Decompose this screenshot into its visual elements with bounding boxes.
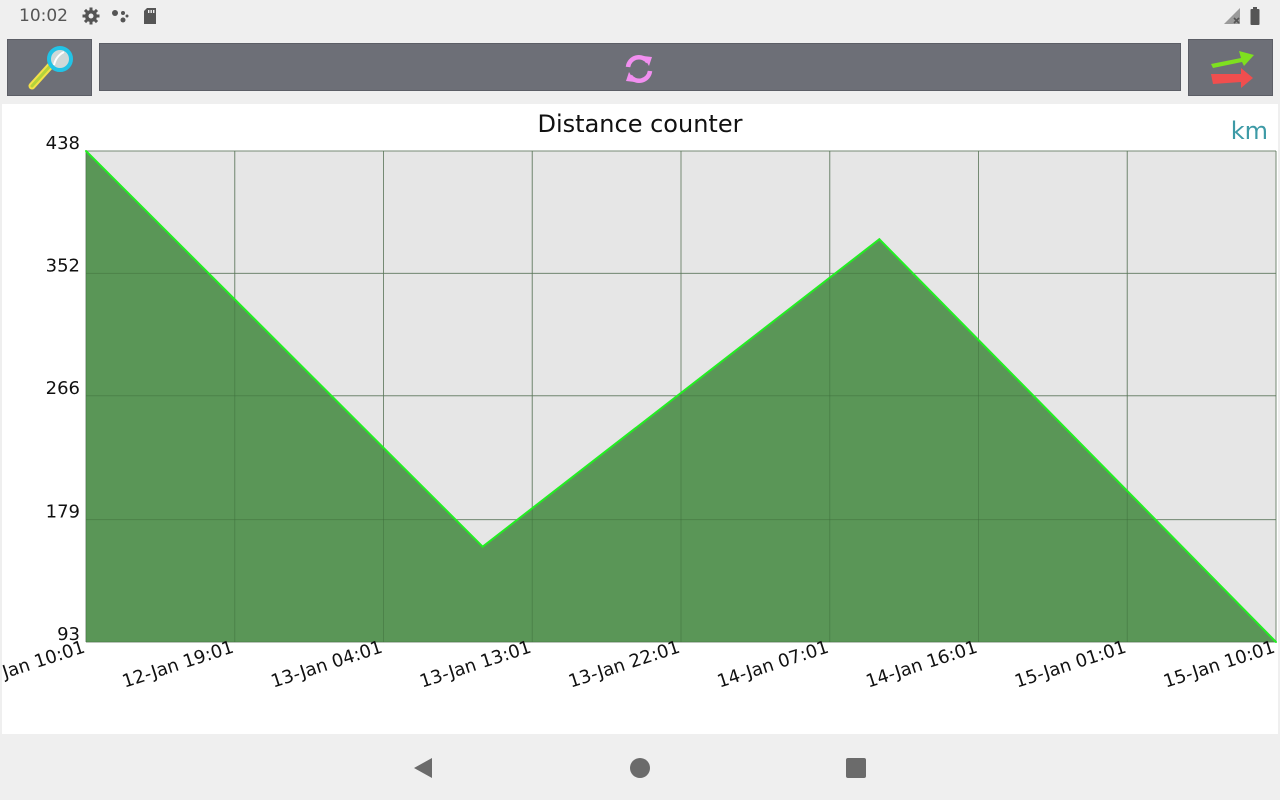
refresh-icon	[625, 54, 653, 84]
y-tick-label: 352	[46, 255, 80, 276]
distance-area	[86, 151, 1276, 642]
x-tick-label: 13-Jan 04:01	[268, 637, 385, 693]
magnifier-icon	[28, 46, 73, 90]
y-tick-label: 438	[46, 133, 80, 154]
x-tick-label: 15-Jan 01:01	[1012, 637, 1129, 693]
sd-card-icon	[144, 8, 156, 24]
assistant-dots-icon	[112, 10, 129, 23]
y-tick-label: 93	[57, 624, 80, 645]
data-point	[878, 238, 881, 241]
x-tick-label: 14-Jan 07:01	[715, 637, 832, 693]
chart-unit: km	[1230, 117, 1268, 145]
x-tick-label: 14-Jan 16:01	[863, 637, 980, 693]
status-time: 10:02	[19, 6, 68, 26]
distance-chart: 93 179 266 352 438 12-Jan 10:01 12-Jan 19:01 13…	[2, 133, 1278, 693]
status-bar: 10:02	[0, 0, 1280, 32]
refresh-button[interactable]	[99, 43, 1181, 91]
no-signal-icon	[1224, 8, 1240, 24]
chart-panel: Distance counter km 93 179 266 352 438 12-Jan…	[2, 104, 1278, 734]
x-tick-label: 13-Jan 13:01	[417, 637, 534, 693]
search-button[interactable]	[7, 39, 92, 96]
y-tick-label: 179	[46, 502, 80, 523]
recents-square-icon[interactable]	[845, 757, 867, 779]
x-tick-label: 15-Jan 10:01	[1161, 637, 1278, 693]
x-tick-label: 12-Jan 10:01	[2, 637, 88, 693]
chart-title: Distance counter	[537, 110, 743, 138]
y-tick-label: 266	[46, 378, 80, 399]
home-circle-icon[interactable]	[629, 757, 651, 779]
x-tick-label: 13-Jan 22:01	[566, 637, 683, 693]
data-point	[1275, 641, 1277, 643]
swap-arrows-icon	[1211, 51, 1254, 88]
data-point	[481, 545, 484, 548]
swap-button[interactable]	[1188, 39, 1273, 96]
nav-bar	[0, 736, 1280, 800]
toolbar	[0, 32, 1280, 102]
distance-line	[85, 150, 1277, 643]
data-point	[85, 150, 87, 152]
settings-gear-icon	[82, 7, 100, 25]
x-tick-label: 12-Jan 19:01	[120, 637, 237, 693]
battery-icon	[1250, 7, 1260, 25]
back-triangle-icon[interactable]	[412, 757, 434, 779]
